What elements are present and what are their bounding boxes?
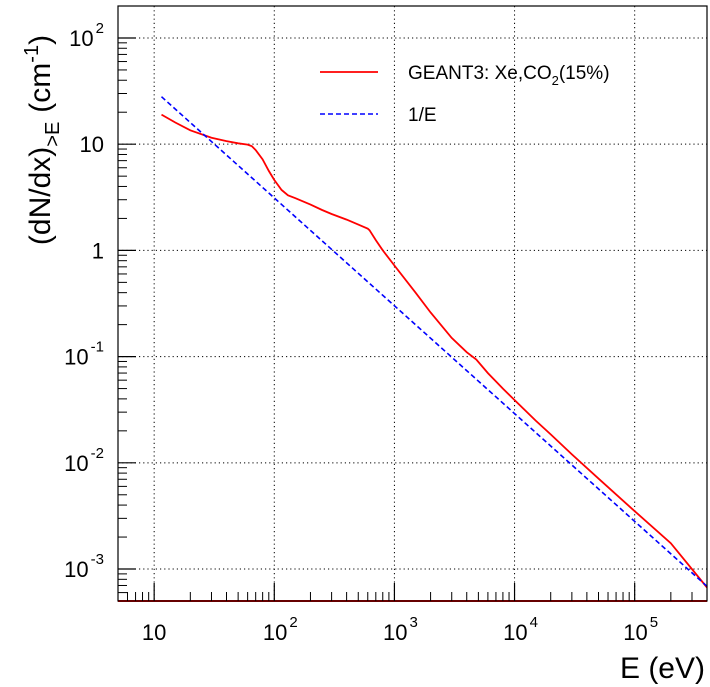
x-tick-base: 10 [503,620,527,645]
x-tick-exponent: 2 [289,614,297,631]
svg-text:(dN/dx)>E(cm-1): (dN/dx)>E (cm-1) [21,35,64,245]
x-tick-label: 10 [142,620,166,645]
x-tick-labels: 10 10 2 10 3 10 4 10 5 [142,614,658,645]
legend: GEANT3: Xe,CO2(15%) 1/E [320,63,610,126]
x-tick-exponent: 3 [409,614,417,631]
y-axis-title-unit: (cm [24,63,57,113]
x-tick-label: 10 3 [383,614,418,645]
x-tick-base: 10 [623,620,647,645]
legend-label-inverse: 1/E [408,105,437,126]
y-axis-title: (dN/dx)>E (cm-1) [21,35,64,245]
legend-label-geant3: GEANT3: Xe,CO2(15%) [408,63,610,88]
x-tick-exponent: 5 [650,614,658,631]
y-tick-base: 10 [64,345,88,370]
y-tick-exponent: -2 [91,445,104,462]
x-axis-title: E (eV) [620,652,705,685]
x-tick-base: 10 [142,620,166,645]
x-tick-base: 10 [263,620,287,645]
y-tick-base: 1 [92,238,104,263]
y-tick-label: 10 -3 [64,551,104,582]
y-tick-base: 10 [64,557,88,582]
y-tick-exponent: -1 [91,339,104,356]
y-tick-base: 10 [64,451,88,476]
y-tick-label: 1 [92,238,104,263]
x-tick-label: 10 4 [503,614,538,645]
y-tick-label: 10 2 [69,20,104,51]
y-axis-title-unit-exponent: -1 [21,45,43,63]
y-tick-label: 10 -2 [64,445,104,476]
y-tick-exponent: -3 [91,551,104,568]
y-tick-exponent: 2 [96,20,104,37]
series-line-geant3 [161,113,708,589]
y-tick-label: 10 [80,132,104,157]
axis-ticks [117,5,708,602]
x-tick-label: 10 5 [623,614,658,645]
y-axis-title-subscript: >E [42,122,64,147]
y-tick-label: 10 -1 [64,339,104,370]
y-axis-title-main: (dN/dx) [24,147,57,245]
x-tick-label: 10 2 [263,614,298,645]
grid [118,6,707,601]
plot-frame [117,5,708,602]
series-line-inverse [160,96,708,587]
x-tick-exponent: 4 [530,614,538,631]
y-axis-title-unit-close: ) [24,35,57,45]
x-tick-base: 10 [383,620,407,645]
y-tick-base: 10 [69,26,93,51]
y-tick-base: 10 [80,132,104,157]
